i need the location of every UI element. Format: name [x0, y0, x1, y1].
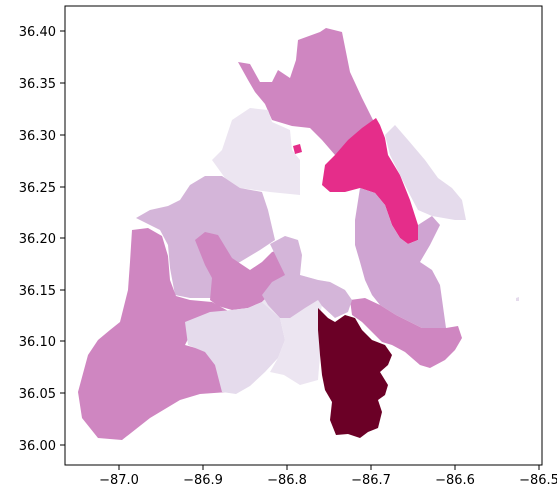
north-region	[238, 28, 378, 155]
y-tick-label: 36.10	[19, 335, 56, 350]
northeast-corridor-region	[322, 118, 418, 244]
x-tick-label: −86.8	[267, 473, 307, 488]
east-detached-patch	[516, 297, 519, 301]
east-edge-region	[385, 125, 466, 220]
y-axis: 36.40 36.35 36.30 36.25 36.20 36.15 36.1…	[19, 25, 65, 454]
y-tick-label: 36.40	[19, 25, 56, 40]
southwest-region	[78, 228, 230, 440]
regions-layer	[78, 28, 519, 440]
east-central-region	[355, 188, 446, 328]
central-region	[262, 236, 352, 318]
x-tick-label: −86.5	[519, 473, 557, 488]
y-tick-label: 36.15	[19, 284, 56, 299]
south-region	[318, 308, 392, 438]
south-central-west-region	[185, 302, 285, 394]
x-axis: −87.0 −86.9 −86.8 −86.7 −86.6 −86.5	[99, 465, 557, 488]
x-tick-label: −86.6	[435, 473, 475, 488]
y-tick-label: 36.20	[19, 232, 56, 247]
y-tick-label: 36.30	[19, 129, 56, 144]
axes-frame	[64, 5, 543, 466]
north-detached-patch	[293, 144, 302, 154]
y-tick-label: 36.05	[19, 387, 56, 402]
y-tick-label: 36.00	[19, 439, 56, 454]
x-tick-label: −86.9	[183, 473, 223, 488]
x-tick-label: −86.7	[351, 473, 391, 488]
north-central-region	[212, 108, 300, 195]
y-tick-label: 36.25	[19, 181, 56, 196]
southeast-region	[350, 298, 462, 368]
y-tick-label: 36.35	[19, 77, 56, 92]
x-tick-label: −87.0	[99, 473, 139, 488]
